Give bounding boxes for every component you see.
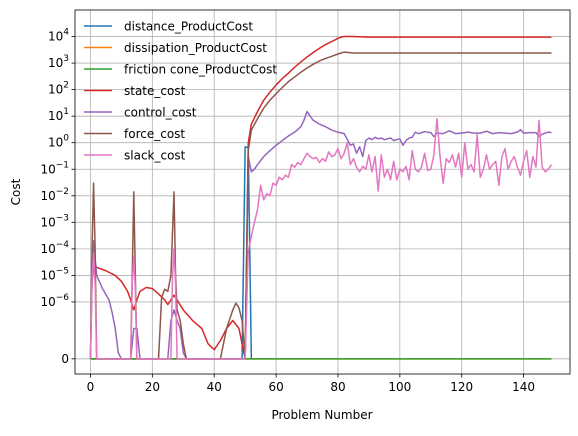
y-axis-label: Cost (9, 178, 23, 205)
legend-entry: dissipation_ProductCost (124, 41, 267, 55)
y-tick-label: 104 (48, 28, 69, 44)
series-line-slack-cost (89, 117, 553, 360)
legend-entry: slack_cost (124, 149, 186, 163)
y-tick-label: 102 (48, 81, 69, 97)
legend-entry: control_cost (124, 106, 197, 120)
x-tick-label: 100 (388, 380, 411, 394)
y-tick-label: 103 (48, 54, 69, 70)
legend-entry: friction cone_ProductCost (124, 63, 277, 77)
y-tick-label: 10−4 (40, 240, 69, 256)
y-tick-label: 100 (48, 134, 69, 150)
y-tick-label: 101 (48, 107, 69, 123)
y-tick-label: 10−1 (40, 160, 69, 176)
legend-entry: distance_ProductCost (124, 20, 253, 34)
plot-frame (74, 9, 571, 375)
y-tick-label: 10−3 (40, 213, 69, 229)
legend: distance_ProductCost dissipation_ProductC… (84, 20, 277, 163)
y-tick-label: 10−6 (40, 293, 69, 309)
y-tick-label: 10−5 (40, 266, 69, 282)
series-lines (89, 35, 553, 360)
x-tick-label: 80 (330, 380, 345, 394)
legend-entry: state_cost (124, 84, 186, 98)
series-line-state-cost (89, 35, 552, 360)
series-line-control-cost (89, 110, 552, 360)
y-tick-label: 10−2 (40, 187, 69, 203)
x-tick-label: 20 (145, 380, 160, 394)
y-axis-ticks: 0 10−6 10−5 10−4 10−3 10−2 10−1 100 101 102 103 104 (40, 28, 75, 366)
x-tick-label: 0 (87, 380, 95, 394)
x-axis-ticks: 0 20 40 60 80 100 120 140 (87, 374, 535, 394)
x-tick-label: 140 (512, 380, 535, 394)
y-tick-label: 0 (61, 352, 69, 366)
x-tick-label: 40 (207, 380, 222, 394)
x-tick-label: 120 (450, 380, 473, 394)
legend-entry: force_cost (124, 127, 185, 141)
x-tick-label: 60 (268, 380, 283, 394)
grid (75, 10, 570, 374)
x-axis-label: Problem Number (271, 408, 372, 422)
